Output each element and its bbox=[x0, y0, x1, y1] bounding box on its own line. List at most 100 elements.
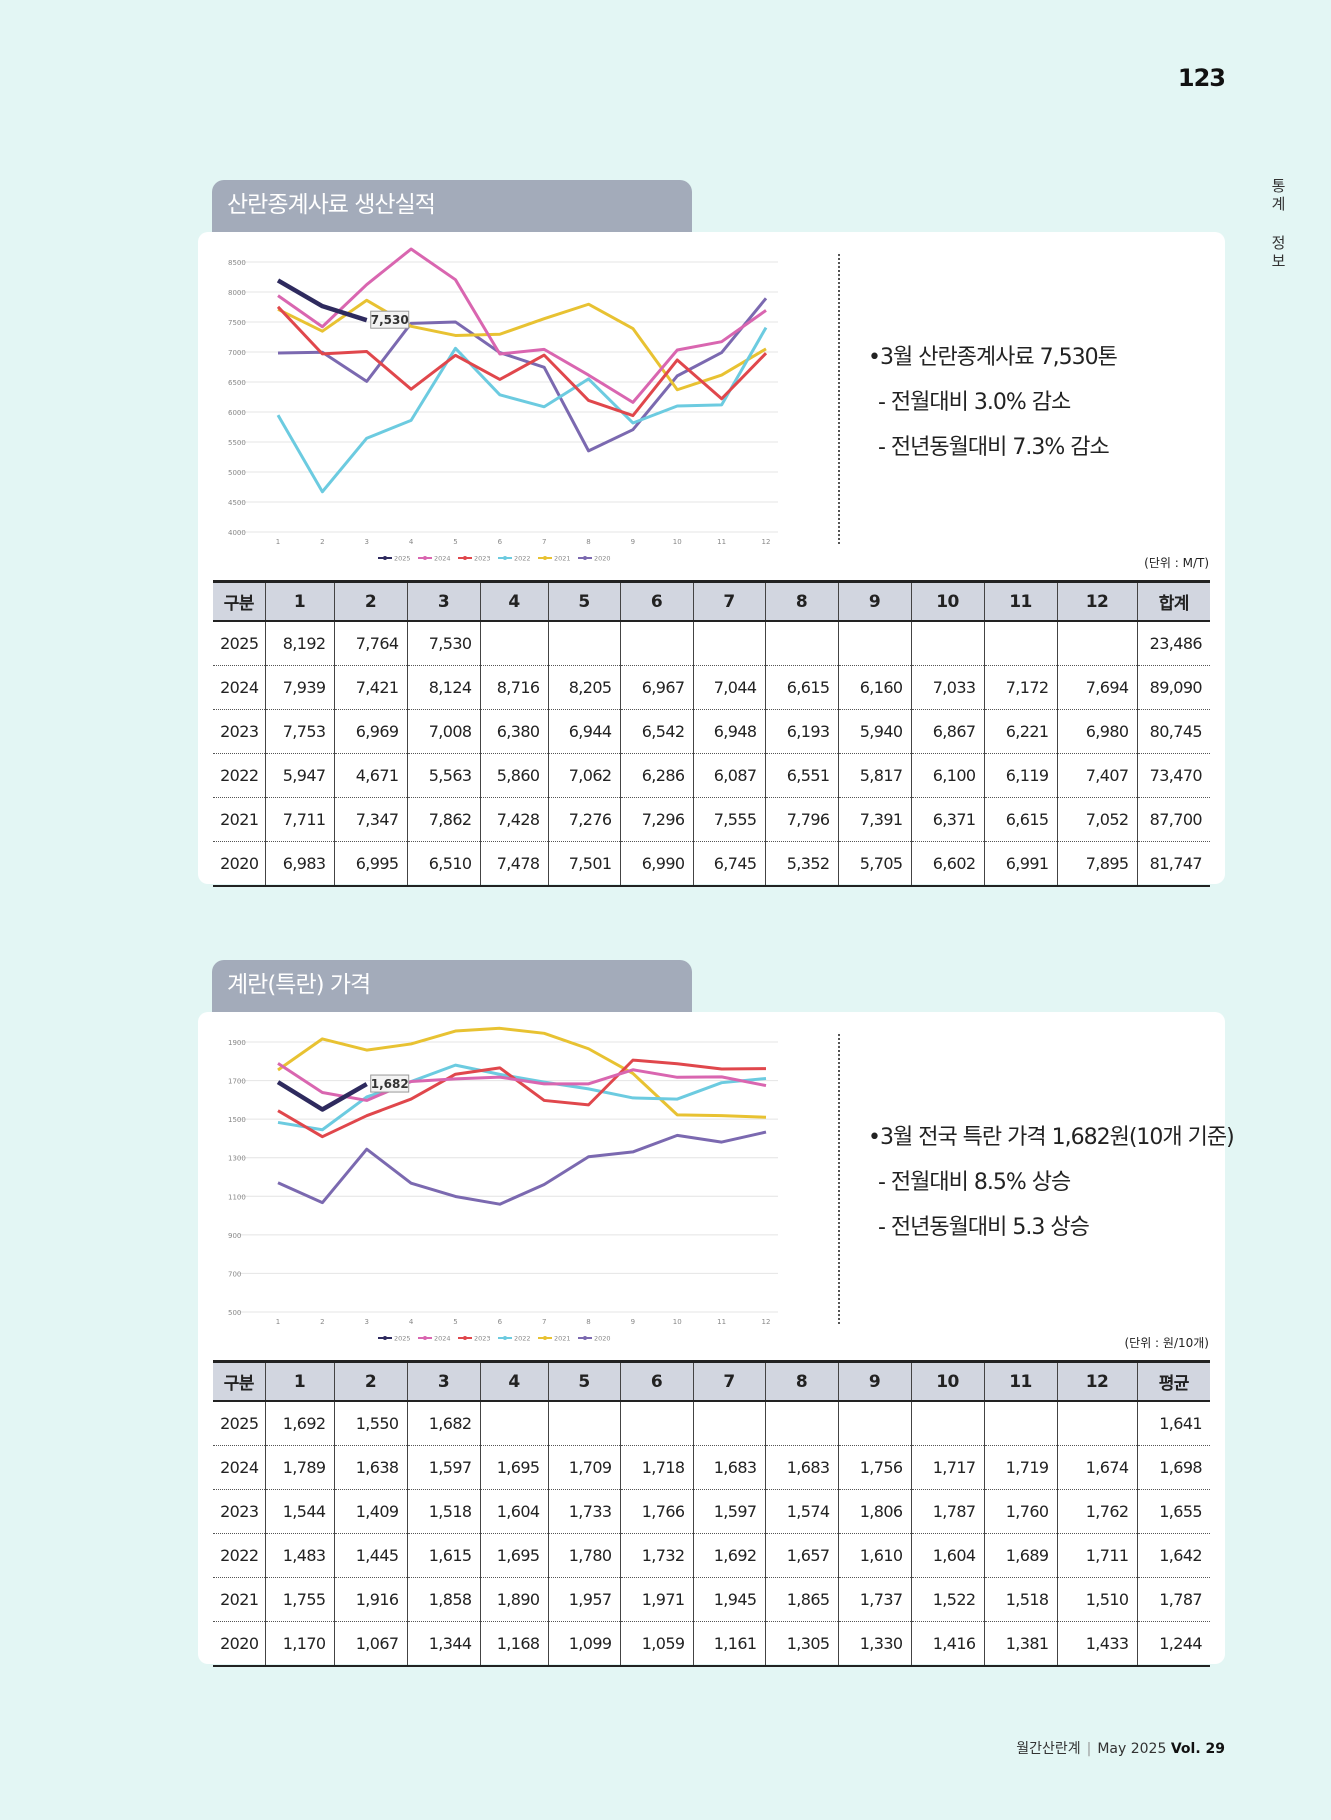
table-cell: 1,161 bbox=[692, 1621, 765, 1667]
x-tick-label: 12 bbox=[762, 538, 771, 546]
x-tick-label: 2 bbox=[320, 538, 324, 546]
table-cell: 5,352 bbox=[764, 841, 838, 887]
y-tick-label: 900 bbox=[228, 1232, 241, 1240]
header-cell: 7 bbox=[692, 580, 765, 622]
header-cell: 5 bbox=[547, 580, 620, 622]
legend-label: 2024 bbox=[434, 1335, 451, 1343]
table-cell bbox=[764, 1401, 838, 1446]
table-cell: 1,416 bbox=[910, 1621, 984, 1667]
table-row: 2022 5,947 4,671 5,563 5,860 7,062 6,286 6,087 6… bbox=[213, 753, 1210, 798]
header-cell: 2 bbox=[333, 1360, 407, 1402]
table-cell: 1,244 bbox=[1136, 1621, 1210, 1667]
table-cell bbox=[764, 621, 838, 666]
table-cell: 1,682 bbox=[406, 1401, 480, 1446]
legend-label: 2024 bbox=[434, 555, 451, 563]
table-cell: 1,692 bbox=[692, 1533, 765, 1578]
y-tick-label: 8000 bbox=[228, 289, 246, 297]
table-cell bbox=[547, 621, 620, 666]
table-cell: 1,755 bbox=[264, 1577, 334, 1622]
table-cell: 7,862 bbox=[406, 797, 480, 842]
table-cell: 6,602 bbox=[910, 841, 984, 887]
table-cell: 2022 bbox=[213, 1533, 265, 1578]
header-cell: 6 bbox=[619, 580, 693, 622]
header-cell: 구분 bbox=[213, 1360, 265, 1402]
table-cell: 7,694 bbox=[1056, 665, 1137, 710]
x-tick-label: 11 bbox=[717, 1318, 726, 1326]
y-tick-label: 4000 bbox=[228, 529, 246, 537]
table-cell: 2020 bbox=[213, 841, 265, 887]
x-tick-label: 3 bbox=[364, 538, 368, 546]
series-line bbox=[277, 247, 767, 404]
table-cell: 8,192 bbox=[264, 621, 334, 666]
card: 500 700 900 1100 1300 1500 1700 1900 1 2 3 4 5 6 7 8 9 10… bbox=[198, 1012, 1235, 1667]
table-cell: 80,745 bbox=[1136, 709, 1210, 754]
table-cell bbox=[910, 621, 984, 666]
table-cell: 1,409 bbox=[333, 1489, 407, 1534]
table-cell: 6,221 bbox=[983, 709, 1057, 754]
header-cell: 12 bbox=[1056, 580, 1137, 622]
table-cell: 1,604 bbox=[479, 1489, 548, 1534]
table-cell: 6,980 bbox=[1056, 709, 1137, 754]
header-cell: 11 bbox=[983, 580, 1057, 622]
header-cell: 3 bbox=[406, 1360, 480, 1402]
series-line bbox=[277, 1058, 767, 1139]
table-cell: 1,642 bbox=[1136, 1533, 1210, 1578]
x-tick-label: 8 bbox=[586, 538, 590, 546]
section: 계란(특란) 가격 500 700 900 1100 1300 1500 1700 1900 1 2… bbox=[0, 960, 1331, 1680]
header-cell: 2 bbox=[333, 580, 407, 622]
card: 4000 4500 5000 5500 6000 6500 7000 7500 8000 8500… bbox=[198, 232, 1225, 887]
table-cell: 1,760 bbox=[983, 1489, 1057, 1534]
legend-dot bbox=[543, 556, 547, 560]
table-cell: 1,695 bbox=[479, 1533, 548, 1578]
table-cell: 7,764 bbox=[333, 621, 407, 666]
table-cell: 6,286 bbox=[619, 753, 693, 798]
table-cell: 7,008 bbox=[406, 709, 480, 754]
table-cell: 6,371 bbox=[910, 797, 984, 842]
x-tick-label: 9 bbox=[631, 538, 635, 546]
table-cell: 1,957 bbox=[547, 1577, 620, 1622]
y-tick-label: 700 bbox=[228, 1270, 241, 1278]
table-cell: 6,380 bbox=[479, 709, 548, 754]
table-cell: 1,059 bbox=[619, 1621, 693, 1667]
table-cell: 1,641 bbox=[1136, 1401, 1210, 1446]
unit-label: (단위 : M/T) bbox=[1144, 556, 1209, 570]
table-cell: 6,615 bbox=[983, 797, 1057, 842]
legend-dot bbox=[463, 1336, 467, 1340]
table-cell: 7,044 bbox=[692, 665, 765, 710]
header-cell: 7 bbox=[692, 1360, 765, 1402]
x-tick-label: 9 bbox=[631, 1318, 635, 1326]
table-row: 2023 1,544 1,409 1,518 1,604 1,733 1,766 1,597 1… bbox=[213, 1489, 1210, 1534]
header-cell: 구분 bbox=[213, 580, 265, 622]
legend-label: 2020 bbox=[594, 1335, 611, 1343]
table-cell: 1,099 bbox=[547, 1621, 620, 1667]
table-cell: 1,789 bbox=[264, 1445, 334, 1490]
table-cell: 1,518 bbox=[983, 1577, 1057, 1622]
table-cell: 1,610 bbox=[837, 1533, 911, 1578]
x-tick-label: 10 bbox=[673, 538, 682, 546]
legend-label: 2022 bbox=[514, 1335, 531, 1343]
table-cell: 2022 bbox=[213, 753, 265, 798]
header-cell: 4 bbox=[479, 580, 548, 622]
table-cell bbox=[479, 1401, 548, 1446]
table-cell: 6,967 bbox=[619, 665, 693, 710]
table-cell bbox=[983, 621, 1057, 666]
table-cell: 1,305 bbox=[764, 1621, 838, 1667]
x-tick-label: 5 bbox=[453, 1318, 457, 1326]
series-line bbox=[277, 1026, 767, 1119]
legend-label: 2023 bbox=[474, 1335, 491, 1343]
note: - 전월대비 3.0% 감소 bbox=[878, 390, 1071, 415]
x-tick-label: 1 bbox=[276, 538, 280, 546]
y-tick-label: 6000 bbox=[228, 409, 246, 417]
table-cell: 7,052 bbox=[1056, 797, 1137, 842]
table-cell bbox=[619, 621, 693, 666]
table-cell: 1,597 bbox=[692, 1489, 765, 1534]
header-cell: 3 bbox=[406, 580, 480, 622]
header-row: 구분 1 2 3 4 5 6 7 8 9 10 11 12 합계 bbox=[213, 580, 1210, 622]
section: 산란종계사료 생산실적 4000 4500 5000 5500 6000 6500 7000 7… bbox=[0, 180, 1331, 900]
y-tick-label: 1100 bbox=[228, 1193, 246, 1201]
table-cell: 1,344 bbox=[406, 1621, 480, 1667]
table-cell: 1,067 bbox=[333, 1621, 407, 1667]
table-cell: 1,518 bbox=[406, 1489, 480, 1534]
table-cell: 2025 bbox=[213, 1401, 265, 1446]
section-title: 산란종계사료 생산실적 bbox=[212, 180, 692, 232]
